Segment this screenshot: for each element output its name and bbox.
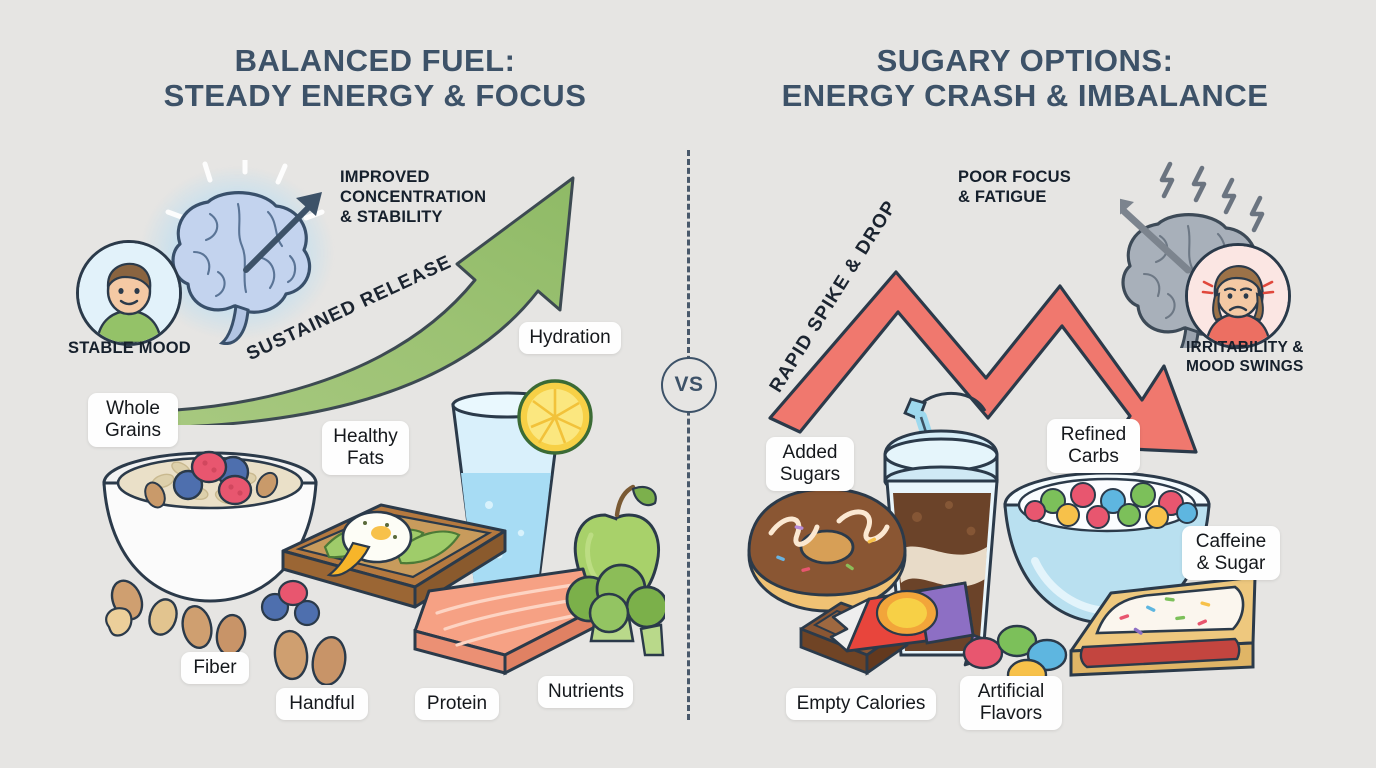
healthy-food-illustration [102,379,665,685]
left-heading-line1: BALANCED FUEL: [234,43,516,78]
sugary-food-illustration [747,391,1257,692]
label-hydration: Hydration [519,322,621,355]
broccoli-icon [565,563,665,657]
oatmeal-bowl-icon [102,450,318,603]
brain-icon [165,160,325,345]
stable-mood-annotation: STABLE MOOD [68,339,191,357]
label-artificial-flavors: Artificial Flavors [960,676,1062,731]
label-refined-carbs: Refined Carbs [1047,419,1140,474]
label-healthy-fats: Healthy Fats [322,421,409,476]
happy-person-avatar [76,240,182,346]
vs-badge: VS [661,357,717,413]
avocado-toast-icon [281,503,507,609]
chocolate-donut-icon [747,487,907,613]
rapid-spike-drop-arrow [768,270,1198,454]
label-fiber: Fiber [181,652,249,685]
irritability-annotation: IRRITABILITY & MOOD SWINGS [1186,339,1304,375]
salmon-fillet-icon [413,567,597,676]
poor-focus-annotation: POOR FOCUS & FATIGUE [958,168,1071,207]
upset-person-avatar [1185,243,1291,349]
right-panel-heading: SUGARY OPTIONS: ENERGY CRASH & IMBALANCE [760,43,1290,113]
lemon-slice-icon [517,379,593,455]
candy-wrapper-icon [829,581,993,667]
frosted-toaster-pastry-icon [1069,575,1257,677]
right-heading-line1: SUGARY OPTIONS: [876,43,1174,78]
label-handful: Handful [276,688,368,721]
label-empty-calories: Empty Calories [786,688,936,721]
left-panel-heading: BALANCED FUEL: STEADY ENERGY & FOCUS [130,43,620,113]
right-heading-line2: ENERGY CRASH & IMBALANCE [781,77,1269,113]
label-protein: Protein [415,688,499,721]
improved-concentration-annotation: IMPROVED CONCENTRATION & STABILITY [340,168,487,227]
sustained-release-arrow [123,176,575,425]
label-added-sugars: Added Sugars [766,437,854,492]
mixed-nuts-icon [105,579,347,685]
left-heading-line2: STEADY ENERGY & FOCUS [163,77,587,113]
label-nutrients: Nutrients [538,676,633,709]
label-caffeine-sugar: Caffeine & Sugar [1182,526,1280,581]
panel-divider [687,150,690,720]
upset-face-icon [1188,246,1288,346]
happy-face-icon [79,243,179,343]
label-whole-grains: Whole Grains [88,393,178,448]
